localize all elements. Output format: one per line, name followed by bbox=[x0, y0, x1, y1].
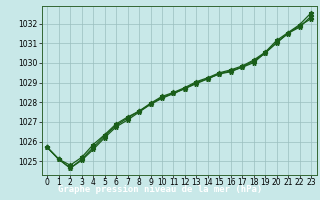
Text: Graphe pression niveau de la mer (hPa): Graphe pression niveau de la mer (hPa) bbox=[58, 185, 262, 194]
